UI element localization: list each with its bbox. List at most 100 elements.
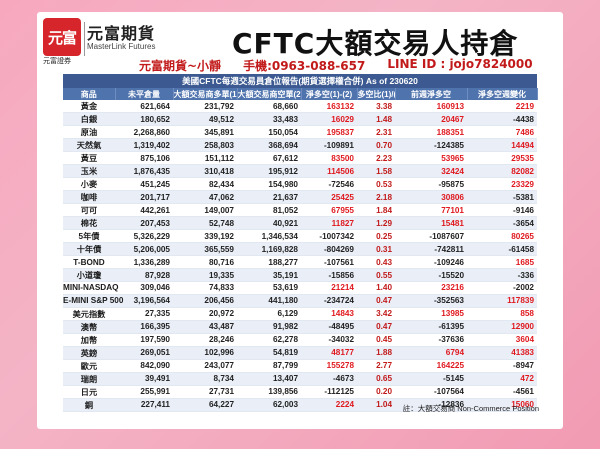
long-short-ratio: 0.70 <box>357 138 395 153</box>
product-name: 天然氣 <box>63 138 115 153</box>
net-weekly-change: 472 <box>467 372 537 386</box>
open-interest: 442,261 <box>115 203 173 218</box>
prev-net-position: 77101 <box>395 203 467 218</box>
short-position: 154,980 <box>237 177 301 192</box>
long-short-ratio: 1.84 <box>357 203 395 218</box>
net-position: 25425 <box>301 190 357 205</box>
long-position: 43,487 <box>173 320 237 334</box>
product-name: 5年債 <box>63 229 115 244</box>
long-position: 47,062 <box>173 190 237 205</box>
product-name: 加幣 <box>63 333 115 347</box>
long-short-ratio: 2.18 <box>357 190 395 205</box>
long-short-ratio: 1.48 <box>357 112 395 127</box>
table-row: 可可 442,261 149,007 81,052 67955 1.84 77101 -914… <box>63 203 537 218</box>
short-position: 1,346,534 <box>237 229 301 244</box>
product-name: 小麥 <box>63 177 115 192</box>
short-position: 441,180 <box>237 294 301 308</box>
open-interest: 1,336,289 <box>115 255 173 270</box>
table-row: 5年債 5,326,229 339,192 1,346,534 -1007342 0.25… <box>63 229 537 244</box>
product-name: 可可 <box>63 203 115 218</box>
net-position: 155278 <box>301 359 357 373</box>
product-name: T-BOND <box>63 255 115 270</box>
product-name: 黃金 <box>63 100 115 114</box>
net-position: -48495 <box>301 320 357 334</box>
column-header: 淨多空週變化 <box>467 88 538 100</box>
cot-table-container: 美國CFTC每週交易員倉位報告(期貨選擇權合併) As of 230620 商品… <box>63 74 538 412</box>
short-position: 368,694 <box>237 138 301 153</box>
long-short-ratio: 0.43 <box>357 255 395 270</box>
net-weekly-change: -61458 <box>467 242 537 257</box>
long-short-ratio: 1.04 <box>357 398 395 412</box>
table-row: 白銀 180,652 49,512 33,483 16029 1.48 20467 -4438 <box>63 112 537 127</box>
product-name: 白銀 <box>63 112 115 127</box>
long-position: 20,972 <box>173 307 237 321</box>
prev-net-position: -1087607 <box>395 229 467 244</box>
long-short-ratio: 1.29 <box>357 216 395 231</box>
long-short-ratio: 3.38 <box>357 100 395 114</box>
long-position: 310,418 <box>173 164 237 179</box>
net-position: 11827 <box>301 216 357 231</box>
open-interest: 451,245 <box>115 177 173 192</box>
open-interest: 309,046 <box>115 281 173 295</box>
table-row: 小道瓊 87,928 19,335 35,191 -15856 0.55 -15520 -33… <box>63 268 537 283</box>
table-row: MINI-NASDAQ 309,046 74,833 53,619 21214 1.40 2… <box>63 281 537 295</box>
net-position: 14843 <box>301 307 357 321</box>
long-position: 206,456 <box>173 294 237 308</box>
prev-net-position: 13985 <box>395 307 467 321</box>
open-interest: 180,652 <box>115 112 173 127</box>
long-short-ratio: 1.88 <box>357 346 395 360</box>
net-weekly-change: 82082 <box>467 164 537 179</box>
net-weekly-change: 14494 <box>467 138 537 153</box>
product-name: 棉花 <box>63 216 115 231</box>
phone-number: 手機:0963-088-657 <box>243 59 366 73</box>
net-position: 67955 <box>301 203 357 218</box>
net-position: -107561 <box>301 255 357 270</box>
net-position: 83500 <box>301 151 357 166</box>
table-row: E-MINI S&P 500 3,196,564 206,456 441,180 -23… <box>63 294 537 308</box>
prev-net-position: -109246 <box>395 255 467 270</box>
brand-name-cn: 元富期貨 <box>87 26 156 43</box>
open-interest: 201,717 <box>115 190 173 205</box>
short-position: 13,407 <box>237 372 301 386</box>
net-weekly-change: 2219 <box>467 100 537 114</box>
long-position: 8,734 <box>173 372 237 386</box>
product-name: 英鎊 <box>63 346 115 360</box>
net-position: -72546 <box>301 177 357 192</box>
long-short-ratio: 0.47 <box>357 320 395 334</box>
prev-net-position: 32424 <box>395 164 467 179</box>
long-position: 339,192 <box>173 229 237 244</box>
prev-net-position: -12836 <box>395 398 467 412</box>
net-weekly-change: 12900 <box>467 320 537 334</box>
table-row: 棉花 207,453 52,748 40,921 11827 1.29 15481 -3654 <box>63 216 537 231</box>
open-interest: 1,876,435 <box>115 164 173 179</box>
short-position: 195,912 <box>237 164 301 179</box>
open-interest: 227,411 <box>115 398 173 412</box>
table-row: 小麥 451,245 82,434 154,980 -72546 0.53 -95875 23… <box>63 177 537 192</box>
net-position: -15856 <box>301 268 357 283</box>
column-header: 大額交易商多單(1) <box>173 88 238 100</box>
product-name: 澳幣 <box>63 320 115 334</box>
long-short-ratio: 1.58 <box>357 164 395 179</box>
short-position: 68,660 <box>237 100 301 114</box>
net-position: -34032 <box>301 333 357 347</box>
prev-net-position: -5145 <box>395 372 467 386</box>
table-row: 玉米 1,876,435 310,418 195,912 114506 1.58 32424… <box>63 164 537 179</box>
short-position: 150,054 <box>237 125 301 140</box>
table-row: 加幣 197,590 28,246 62,278 -34032 0.45 -37636 360… <box>63 333 537 347</box>
net-weekly-change: -2002 <box>467 281 537 295</box>
table-row: 咖啡 201,717 47,062 21,637 25425 2.18 30806 -5381 <box>63 190 537 205</box>
long-position: 64,227 <box>173 398 237 412</box>
prev-net-position: -124385 <box>395 138 467 153</box>
product-name: 銅 <box>63 398 115 412</box>
long-position: 345,891 <box>173 125 237 140</box>
column-header: 大額交易商空單(2) <box>237 88 302 100</box>
column-header: 多空比(1)/(2) <box>357 88 396 100</box>
net-weekly-change: -336 <box>467 268 537 283</box>
prev-net-position: 20467 <box>395 112 467 127</box>
long-position: 28,246 <box>173 333 237 347</box>
net-position: 2224 <box>301 398 357 412</box>
footnote: 註：大額交易商 Non-Commerce Position <box>402 404 539 413</box>
short-position: 33,483 <box>237 112 301 127</box>
open-interest: 1,319,402 <box>115 138 173 153</box>
prev-net-position: -61395 <box>395 320 467 334</box>
